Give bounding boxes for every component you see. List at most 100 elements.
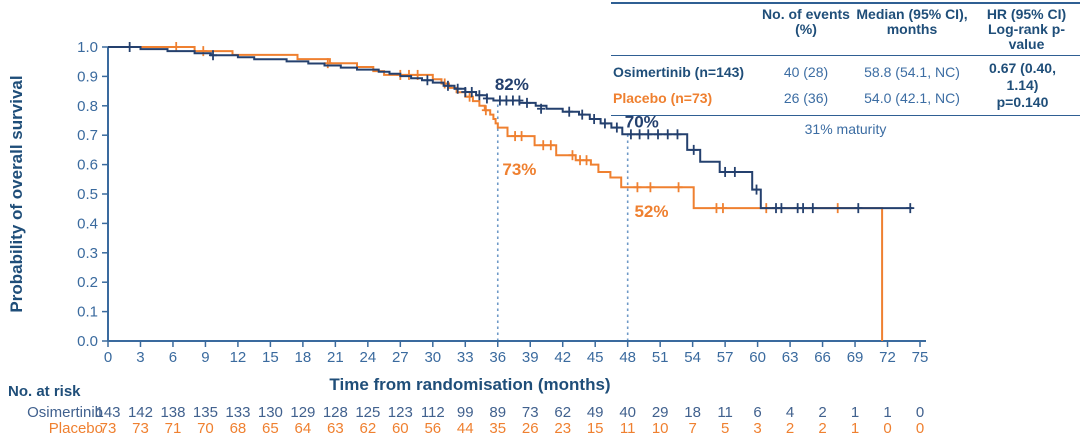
y-tick-label: 0.3 xyxy=(77,245,98,262)
x-tick-label: 57 xyxy=(717,349,734,366)
at-risk-value: 11 xyxy=(717,404,733,421)
x-tick-label: 54 xyxy=(684,349,701,366)
at-risk-value: 15 xyxy=(587,420,604,437)
x-tick-label: 3 xyxy=(136,349,144,366)
x-tick-label: 6 xyxy=(169,349,177,366)
at-risk-value: 73 xyxy=(100,420,117,437)
at-risk-value: 135 xyxy=(193,404,218,421)
at-risk-value: 73 xyxy=(132,420,149,437)
y-tick-label: 0.8 xyxy=(77,98,98,115)
at-risk-value: 3 xyxy=(753,420,761,437)
x-tick-label: 72 xyxy=(879,349,896,366)
at-risk-value: 10 xyxy=(652,420,669,437)
x-tick-label: 66 xyxy=(814,349,831,366)
x-tick-label: 51 xyxy=(652,349,669,366)
at-risk-value: 1 xyxy=(851,404,859,421)
placebo-curve xyxy=(108,46,884,341)
x-tick-label: 75 xyxy=(912,349,929,366)
x-tick-label: 63 xyxy=(782,349,799,366)
at-risk-value: 71 xyxy=(165,420,182,437)
y-tick-label: 0.7 xyxy=(77,127,98,144)
landmark-annotation-placebo: 52% xyxy=(634,202,668,221)
landmark-annotation-osimertinib: 82% xyxy=(495,75,529,94)
at-risk-value: 70 xyxy=(197,420,214,437)
x-tick-label: 18 xyxy=(295,349,312,366)
stats-header-hr-line1: HR (95% CI) xyxy=(986,6,1067,22)
x-tick-label: 48 xyxy=(619,349,636,366)
at-risk-value: 1 xyxy=(851,420,859,437)
at-risk-value: 89 xyxy=(489,404,506,421)
stats-header-events: No. of events (%) xyxy=(761,6,851,52)
at-risk-value: 35 xyxy=(489,420,506,437)
stats-row-label-placebo: Placebo (n=73) xyxy=(613,90,713,106)
x-tick-label: 42 xyxy=(554,349,571,366)
x-tick-label: 0 xyxy=(104,349,112,366)
at-risk-value: 5 xyxy=(721,420,729,437)
stats-events-osimertinib: 40 (28) xyxy=(783,64,829,80)
stats-median-placebo: 54.0 (42.1, NC) xyxy=(864,90,960,106)
y-tick-label: 0.4 xyxy=(77,215,98,232)
x-tick-label: 24 xyxy=(359,349,376,366)
stats-header-spacer xyxy=(611,6,761,52)
x-tick-label: 27 xyxy=(392,349,409,366)
at-risk-value: 2 xyxy=(786,420,794,437)
y-tick-label: 1.0 xyxy=(77,39,98,56)
x-tick-label: 21 xyxy=(327,349,344,366)
stats-table-body: Osimertinib (n=143) 40 (28) 58.8 (54.1, … xyxy=(611,56,1080,116)
at-risk-value: 26 xyxy=(522,420,539,437)
at-risk-value: 112 xyxy=(421,404,445,421)
landmark-annotation-osimertinib: 70% xyxy=(625,112,659,131)
at-risk-value: 7 xyxy=(688,420,696,437)
at-risk-value: 60 xyxy=(392,420,409,437)
at-risk-value: 2 xyxy=(818,420,826,437)
x-tick-label: 39 xyxy=(522,349,539,366)
x-tick-label: 15 xyxy=(262,349,279,366)
y-tick-label: 0.5 xyxy=(77,186,98,203)
stats-row-label-osimertinib: Osimertinib (n=143) xyxy=(613,64,745,80)
at-risk-value: 29 xyxy=(652,404,669,421)
stats-header-hr-line2: Log-rank p-value xyxy=(988,21,1065,52)
y-axis-title: Probability of overall survival xyxy=(7,75,26,312)
at-risk-value: 23 xyxy=(554,420,571,437)
y-tick-label: 0.1 xyxy=(77,304,98,321)
at-risk-value: 62 xyxy=(554,404,571,421)
at-risk-value: 62 xyxy=(359,420,376,437)
at-risk-value: 125 xyxy=(355,404,380,421)
y-tick-label: 0.9 xyxy=(77,68,98,85)
stats-p-value: p=0.140 xyxy=(996,93,1049,110)
stats-header-hr: HR (95% CI) Log-rank p-value xyxy=(973,6,1080,52)
at-risk-value: 0 xyxy=(916,404,924,421)
x-tick-label: 9 xyxy=(201,349,209,366)
x-tick-label: 33 xyxy=(457,349,474,366)
y-tick-label: 0.0 xyxy=(77,333,98,350)
at-risk-value: 130 xyxy=(258,404,283,421)
stats-header-median-line1: Median (95% CI), xyxy=(856,6,968,22)
x-tick-label: 12 xyxy=(230,349,247,366)
at-risk-value: 0 xyxy=(883,420,891,437)
at-risk-value: 73 xyxy=(522,404,539,421)
at-risk-value: 6 xyxy=(753,404,761,421)
stats-hr-value: 0.67 (0.40, 1.14) xyxy=(989,59,1056,93)
at-risk-value: 18 xyxy=(684,404,701,421)
at-risk-value: 143 xyxy=(95,404,120,421)
at-risk-value: 0 xyxy=(916,420,924,437)
stats-header-events-line1: No. of events xyxy=(762,6,850,22)
at-risk-value: 133 xyxy=(225,404,250,421)
stats-table: No. of events (%) Median (95% CI), month… xyxy=(611,2,1080,137)
at-risk-title: No. at risk xyxy=(8,383,81,400)
stats-events-placebo: 26 (36) xyxy=(783,90,829,106)
at-risk-value: 123 xyxy=(388,404,413,421)
at-risk-value: 65 xyxy=(262,420,279,437)
stats-median-osimertinib: 58.8 (54.1, NC) xyxy=(864,64,960,80)
at-risk-value: 49 xyxy=(587,404,604,421)
at-risk-value: 4 xyxy=(786,404,794,421)
landmark-annotation-placebo: 73% xyxy=(502,160,536,179)
x-tick-label: 30 xyxy=(424,349,441,366)
at-risk-value: 56 xyxy=(424,420,441,437)
x-tick-label: 45 xyxy=(587,349,604,366)
x-tick-label: 69 xyxy=(847,349,864,366)
at-risk-value: 1 xyxy=(883,404,891,421)
at-risk-value: 138 xyxy=(160,404,185,421)
